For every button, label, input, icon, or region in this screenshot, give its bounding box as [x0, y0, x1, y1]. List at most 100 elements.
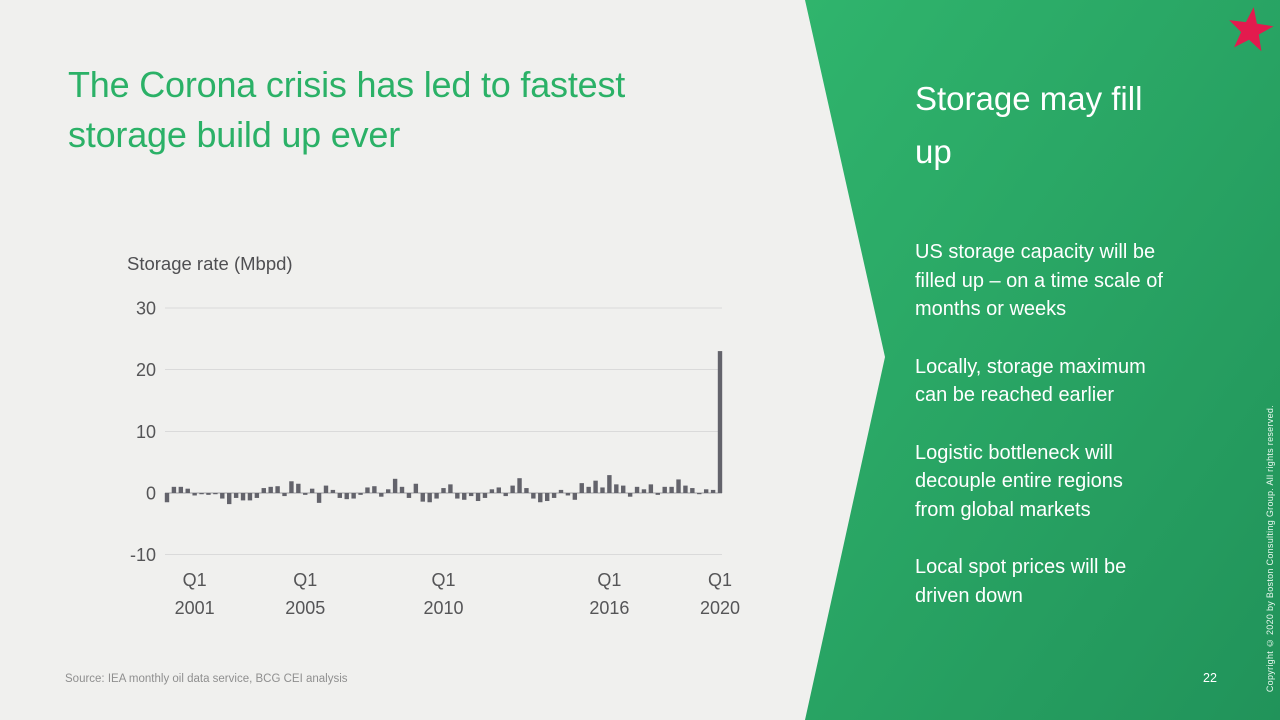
chart-bar: [406, 493, 412, 498]
chart-bar: [614, 484, 619, 493]
chart-bar: [427, 493, 432, 503]
chart-bar: [365, 487, 370, 493]
chart-bar: [634, 486, 640, 493]
chart-bar: [206, 493, 211, 495]
chart-bar: [420, 493, 425, 502]
chart-bar: [233, 493, 239, 498]
chart-bar: [192, 493, 197, 496]
page-title-line-1: The Corona crisis has led to fastest: [68, 64, 626, 105]
panel-bullet: Logistic bottleneck will decouple entire…: [915, 441, 1123, 521]
chart-bar: [171, 486, 177, 493]
chart-bar: [538, 493, 543, 503]
chart-bar: [593, 480, 598, 493]
chart-bar: [648, 484, 654, 493]
chart-bar: [399, 486, 405, 493]
chart-bar: [579, 483, 584, 493]
chart-bar: [600, 487, 605, 493]
chart-bar: [240, 493, 246, 501]
chart-bar: [316, 493, 322, 503]
chart-bar: [448, 484, 453, 493]
chart-bar: [551, 493, 557, 498]
panel-heading-line-2: up: [915, 133, 952, 170]
chart-bar: [309, 488, 315, 493]
chart-bar: [531, 493, 536, 499]
chart-bar: [337, 493, 343, 498]
chart-bar: [247, 493, 253, 501]
chart-bar: [676, 479, 681, 493]
chart-bar: [482, 493, 488, 498]
y-tick-label: 30: [136, 298, 156, 318]
chart-bar: [379, 493, 384, 497]
bcg-star-icon: [1229, 7, 1274, 52]
chart-bar: [544, 493, 550, 502]
chart-bar: [703, 489, 709, 493]
source-note: Source: IEA monthly oil data service, BC…: [65, 673, 348, 685]
chart-bar: [254, 493, 260, 498]
chart-bar: [683, 485, 688, 493]
chart-bar: [372, 486, 377, 493]
chart-bar: [296, 483, 301, 493]
chart-bar: [275, 486, 280, 493]
chart-bar: [462, 493, 467, 500]
x-tick-label: Q1 2001: [175, 570, 215, 618]
chart-bar: [434, 493, 439, 499]
y-tick-label: -10: [130, 545, 156, 565]
chart-bar: [351, 493, 356, 499]
chart-bar: [627, 493, 633, 497]
x-tick-label: Q1 2010: [423, 570, 463, 618]
copyright-note: Copyright © 2020 by Boston Consulting Gr…: [1265, 404, 1275, 692]
page-number: 22: [1203, 671, 1217, 685]
y-tick-label: 0: [146, 484, 156, 504]
chart-bar: [282, 493, 287, 497]
chart-title: Storage rate (Mbpd): [127, 253, 293, 274]
panel-heading: Storage may fill up: [915, 72, 1235, 178]
page-title: The Corona crisis has led to fastest sto…: [68, 60, 828, 160]
chart-bar: [565, 493, 571, 496]
chart-bar: [178, 486, 184, 493]
chart-bar: [517, 478, 522, 493]
chart-bar: [710, 489, 716, 493]
panel-bullet: Local spot prices will be driven down: [915, 556, 1127, 607]
x-tick-label: Q1 2005: [285, 570, 325, 618]
chart-bar: [455, 493, 460, 499]
chart-bar: [330, 489, 336, 493]
chart-bar: [510, 485, 515, 493]
x-tick-label: Q1 2016: [589, 570, 629, 618]
chart-bar: [607, 475, 612, 493]
chart-bar: [586, 486, 591, 493]
chart-bar: [392, 478, 398, 493]
chart-bar: [690, 488, 695, 493]
chart-bar: [164, 493, 170, 503]
chart-bar: [503, 493, 508, 497]
chart-bar: [641, 489, 647, 493]
chart-bar: [289, 481, 294, 493]
storage-rate-chart: 30 20 10 0 -10 Q1 2001 Q1 2005 Q1 2010 Q1 2016 Q1 2020…: [120, 245, 760, 625]
chart-bar: [572, 493, 578, 500]
chart-bar: [185, 488, 190, 493]
chart-bar: [413, 483, 419, 493]
panel-bullet: US storage capacity will be filled up – …: [915, 241, 1163, 320]
chart-bar: [268, 486, 273, 493]
chart-bar: [261, 488, 266, 493]
chart-bar: [717, 351, 723, 493]
chart-bar: [468, 493, 474, 497]
chart-bar: [358, 493, 363, 495]
y-tick-label: 10: [136, 422, 156, 442]
page-title-line-2: storage build up ever: [68, 114, 401, 155]
panel-heading-line-1: Storage may fill: [915, 80, 1143, 117]
chart-bar: [662, 486, 667, 493]
chart-bar: [621, 485, 626, 493]
chart-bar: [489, 489, 495, 493]
chart-bar: [475, 493, 481, 502]
chart-bar: [669, 486, 674, 493]
chart-bar: [655, 493, 660, 495]
chart-bar: [386, 489, 391, 493]
chart-bar: [213, 493, 218, 495]
chart-bar: [303, 493, 308, 495]
chart-bar: [220, 493, 225, 499]
chart-bar: [697, 493, 702, 495]
chart-bar: [199, 493, 204, 495]
chart-bar: [227, 493, 232, 505]
chart-bar: [441, 488, 446, 493]
panel-bullet: Locally, storage maximum can be reached …: [915, 355, 1146, 407]
